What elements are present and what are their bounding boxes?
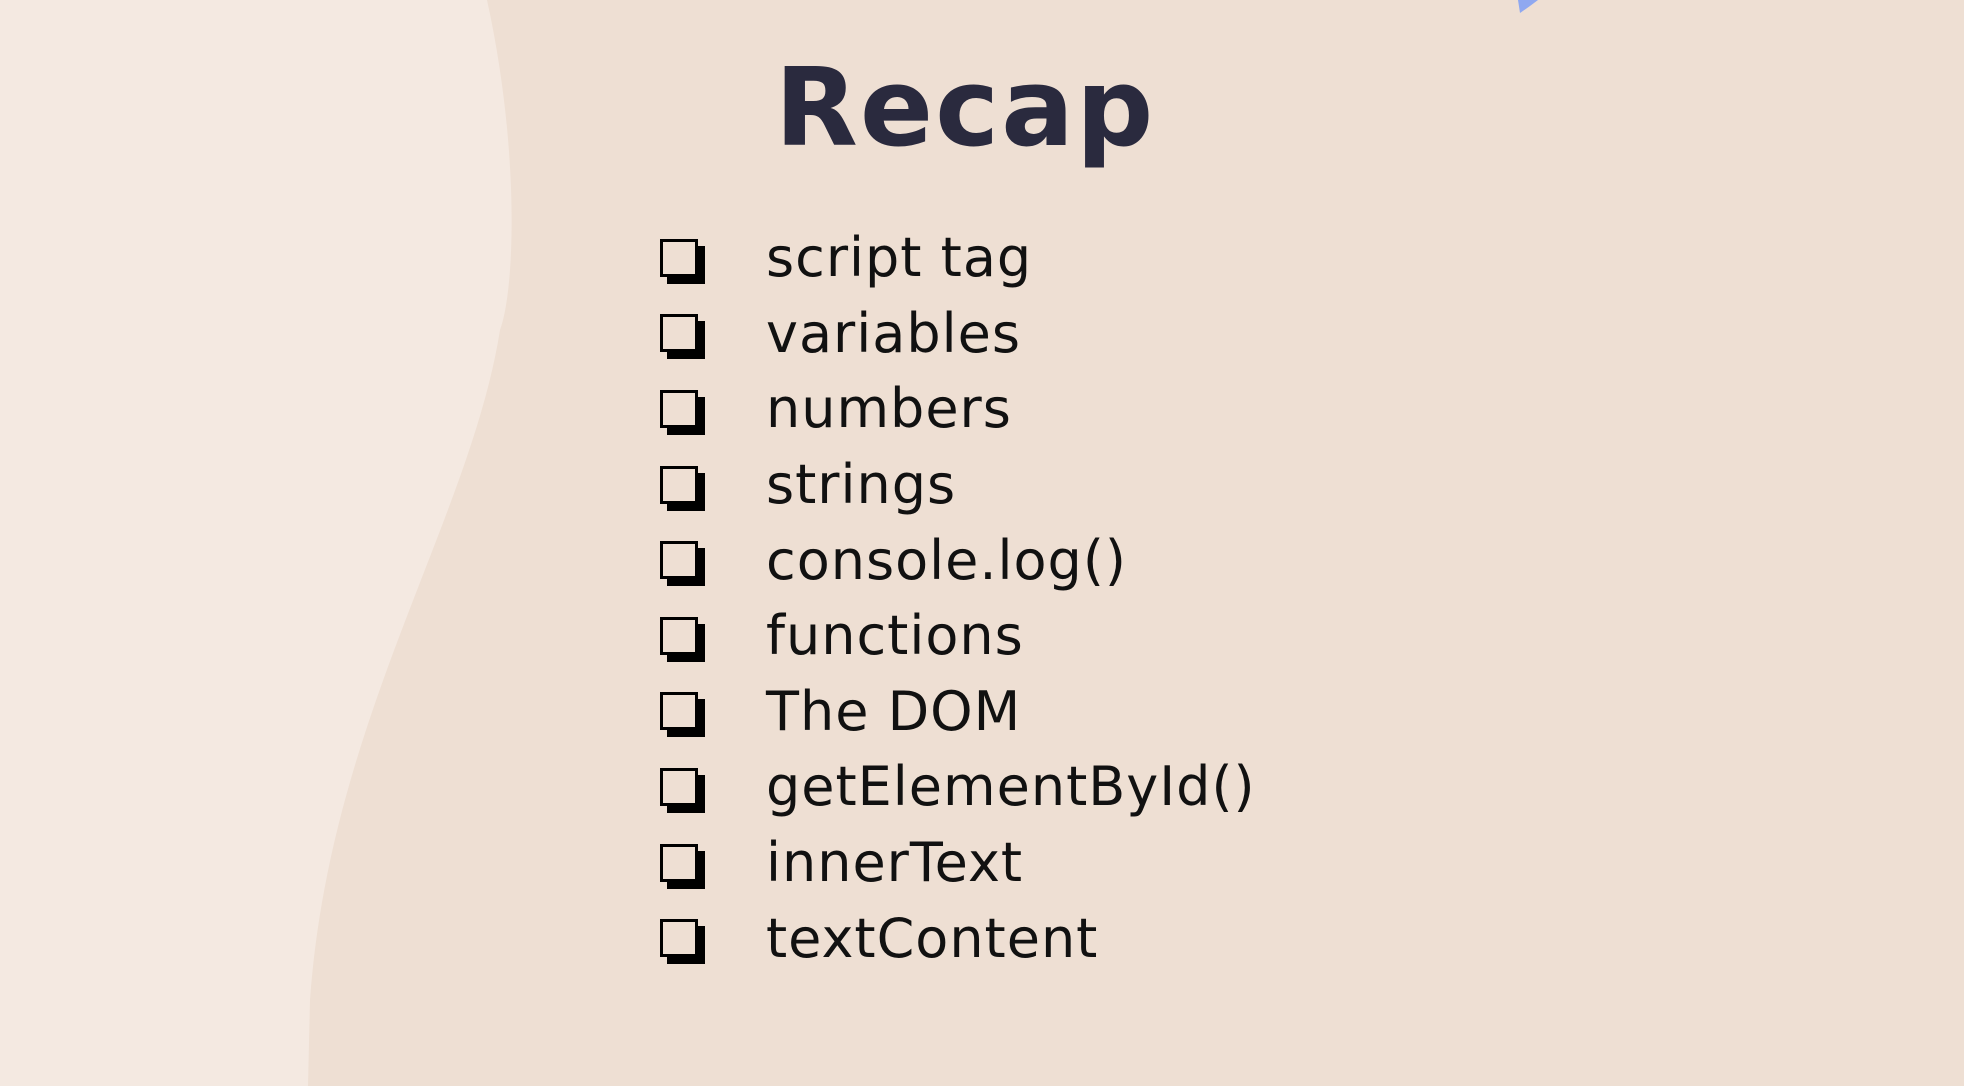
slide-title: Recap [774, 46, 1156, 171]
checklist-item-label: numbers [766, 377, 1012, 441]
checkbox-icon [660, 767, 705, 813]
checklist-item: textContent [660, 900, 1256, 976]
checklist-item-label: console.log() [766, 528, 1127, 592]
checklist-item: script tag [660, 220, 1256, 296]
checklist-item: console.log() [660, 522, 1256, 598]
checkbox-icon [660, 692, 705, 738]
checkbox-icon [660, 238, 705, 284]
checklist-item: The DOM [660, 674, 1256, 750]
checkbox-icon [660, 919, 705, 965]
checklist-item: variables [660, 296, 1256, 372]
checklist-item: strings [660, 447, 1256, 523]
checklist-item-label: functions [766, 604, 1024, 668]
checkbox-icon [660, 541, 705, 587]
recap-checklist: script tag variables numbers strings con… [660, 220, 1256, 976]
checklist-item: functions [660, 598, 1256, 674]
checklist-item-label: strings [766, 453, 957, 517]
checklist-item-label: innerText [766, 831, 1024, 895]
checklist-item-label: getElementById() [766, 755, 1256, 819]
checkbox-icon [660, 616, 705, 662]
checklist-item-label: textContent [766, 906, 1099, 970]
checkbox-icon [660, 843, 705, 889]
checklist-item: numbers [660, 371, 1256, 447]
checklist-item-label: script tag [766, 226, 1033, 290]
checklist-item: getElementById() [660, 749, 1256, 825]
corner-pointer-icon [1518, 0, 1538, 13]
checkbox-icon [660, 389, 705, 435]
checkbox-icon [660, 465, 705, 511]
checklist-item-label: variables [766, 301, 1021, 365]
checkbox-icon [660, 314, 705, 360]
checklist-item: innerText [660, 825, 1256, 901]
checklist-item-label: The DOM [766, 679, 1022, 743]
